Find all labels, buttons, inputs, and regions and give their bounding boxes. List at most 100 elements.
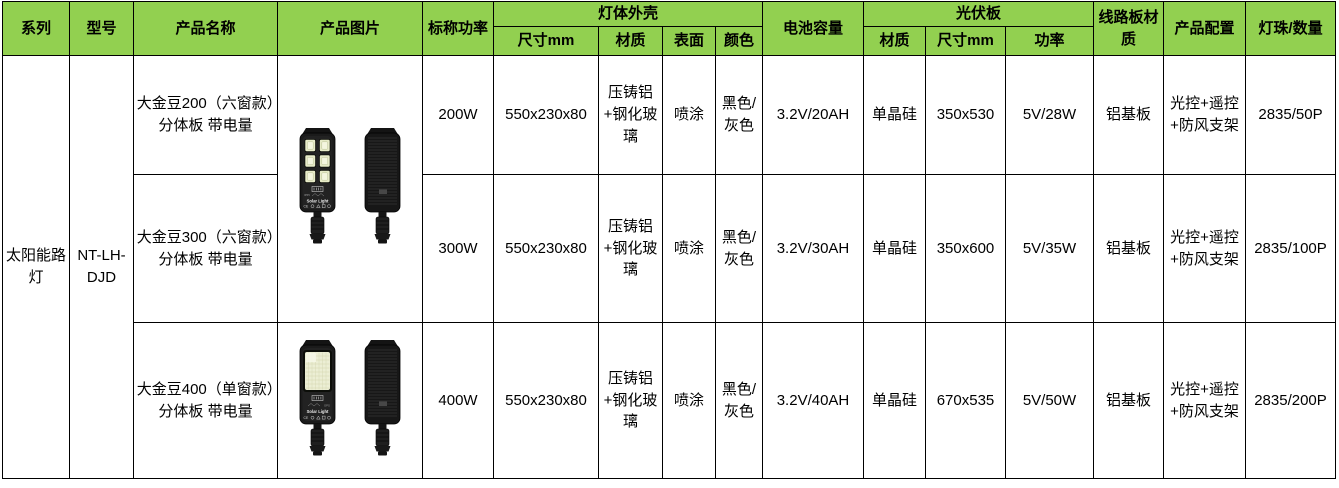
cell-product-image-six-window: IP65 Solar Light CE [277,55,423,323]
mounting-socket [374,428,391,455]
lamp-neck [313,212,322,217]
cell-model: NT-LH-DJD [69,55,134,479]
ce-mark-icon: CE [304,205,309,209]
cell-pv-size: 350x530 [925,55,1006,175]
header-product-config: 产品配置 [1163,1,1246,56]
cell-shell-size: 550x230x80 [493,322,599,479]
lamp-neck [378,212,387,217]
cell-config: 光控+遥控+防风支架 [1163,322,1246,479]
cell-pv-size: 670x535 [925,322,1006,479]
ce-mark-icon: CE [304,416,309,420]
header-lamp-shell-group: 灯体外壳 [493,1,763,27]
wave-mark-icon [307,402,321,406]
header-product-image: 产品图片 [277,1,423,56]
cell-product-name: 大金豆200（六窗款）分体板 带电量 [133,55,278,175]
battery-indicator-icon [311,186,324,192]
solar-light-brand-label: Solar Light [307,199,329,204]
header-shell-color: 颜色 [715,26,763,56]
cell-shell-size: 550x230x80 [493,174,599,323]
street-light-back-image [364,339,401,455]
mounting-socket [309,216,326,244]
cell-product-name: 大金豆300（六窗款）分体板 带电量 [133,174,278,323]
cell-shell-size: 550x230x80 [493,55,599,175]
header-pv-material: 材质 [863,26,926,56]
header-row-2: 尺寸mm 材质 表面 颜色 材质 尺寸mm 功率 [3,26,1336,56]
cell-power: 400W [422,322,494,479]
header-pv-group: 光伏板 [863,1,1094,27]
table-row-2: 大金豆300（六窗款）分体板 带电量 300W 550x230x80 压铸铝+钢… [3,174,1336,323]
cell-power: 300W [422,174,494,323]
battery-indicator-icon [311,394,324,401]
cell-pv-power: 5V/50W [1005,322,1094,479]
lamp-neck [313,423,322,429]
cell-led: 2835/200P [1245,322,1336,479]
cell-pv-material: 单晶硅 [863,174,926,323]
cell-product-name: 大金豆400（单窗款）分体板 带电量 [133,322,278,479]
gps-label: GPS [324,403,330,407]
lamp-neck [378,423,387,429]
lamp-image-single-window: GPS Solar Light CE [280,338,420,464]
header-product-name: 产品名称 [133,1,278,56]
cell-shell-material: 压铸铝+钢化玻璃 [598,322,663,479]
header-shell-surface: 表面 [662,26,716,56]
table-row-3: 大金豆400（单窗款）分体板 带电量 [3,322,1336,479]
certification-icons: CE [304,204,331,209]
cell-board: 铝基板 [1093,174,1164,323]
header-shell-material: 材质 [598,26,663,56]
cell-surface: 喷涂 [662,55,716,175]
led-windows [304,139,331,183]
header-battery-capacity: 电池容量 [762,1,864,56]
cell-color: 黑色/灰色 [715,174,763,323]
back-label [379,189,387,194]
cell-surface: 喷涂 [662,174,716,323]
lamp-image-six-window: IP65 Solar Light CE [280,126,420,252]
cell-product-image-single-window: GPS Solar Light CE [277,322,423,479]
back-label [379,401,387,406]
cell-color: 黑色/灰色 [715,322,763,479]
cell-battery: 3.2V/30AH [762,174,864,323]
street-light-back-image [364,128,401,244]
cell-config: 光控+遥控+防风支架 [1163,55,1246,175]
cell-battery: 3.2V/40AH [762,322,864,479]
cell-board: 铝基板 [1093,322,1164,479]
header-led-quantity: 灯珠/数量 [1245,1,1336,56]
wave-mark-icon [311,193,325,197]
led-window [303,349,332,392]
header-row-1: 系列 型号 产品名称 产品图片 标称功率 灯体外壳 电池容量 光伏板 线路板材质… [2,1,1336,56]
cell-series: 太阳能路灯 [2,55,70,479]
street-light-front-single-window-image: GPS Solar Light CE [299,339,336,455]
header-series: 系列 [2,1,70,56]
header-model: 型号 [69,1,134,56]
heatsink-ribs [368,137,397,205]
solar-light-brand-label: Solar Light [307,409,329,414]
street-light-front-six-window-image: IP65 Solar Light CE [299,128,336,244]
cell-led: 2835/100P [1245,174,1336,323]
cell-pv-size: 350x600 [925,174,1006,323]
header-rated-power: 标称功率 [422,1,494,56]
certification-icons: CE [304,415,331,420]
header-pv-size: 尺寸mm [925,26,1006,56]
cell-board: 铝基板 [1093,55,1164,175]
cell-led: 2835/50P [1245,55,1336,175]
header-circuit-board: 线路板材质 [1093,1,1164,56]
cell-color: 黑色/灰色 [715,55,763,175]
heatsink-ribs [368,348,397,417]
cell-config: 光控+遥控+防风支架 [1163,174,1246,323]
cell-surface: 喷涂 [662,322,716,479]
header-shell-size: 尺寸mm [493,26,599,56]
cell-pv-power: 5V/35W [1005,174,1094,323]
table-row-1: 太阳能路灯 NT-LH-DJD 大金豆200（六窗款）分体板 带电量 [2,55,1336,479]
cell-pv-material: 单晶硅 [863,322,926,479]
ip-rating-label: IP65 [304,193,310,197]
mounting-socket [374,216,391,244]
cell-pv-power: 5V/28W [1005,55,1094,175]
cell-battery: 3.2V/20AH [762,55,864,175]
cell-shell-material: 压铸铝+钢化玻璃 [598,55,663,175]
mounting-socket [309,428,326,455]
product-spec-table: 系列 型号 产品名称 产品图片 标称功率 灯体外壳 电池容量 光伏板 线路板材质… [2,1,1336,479]
header-pv-power: 功率 [1005,26,1094,56]
cell-power: 200W [422,55,494,175]
cell-shell-material: 压铸铝+钢化玻璃 [598,174,663,323]
cell-pv-material: 单晶硅 [863,55,926,175]
